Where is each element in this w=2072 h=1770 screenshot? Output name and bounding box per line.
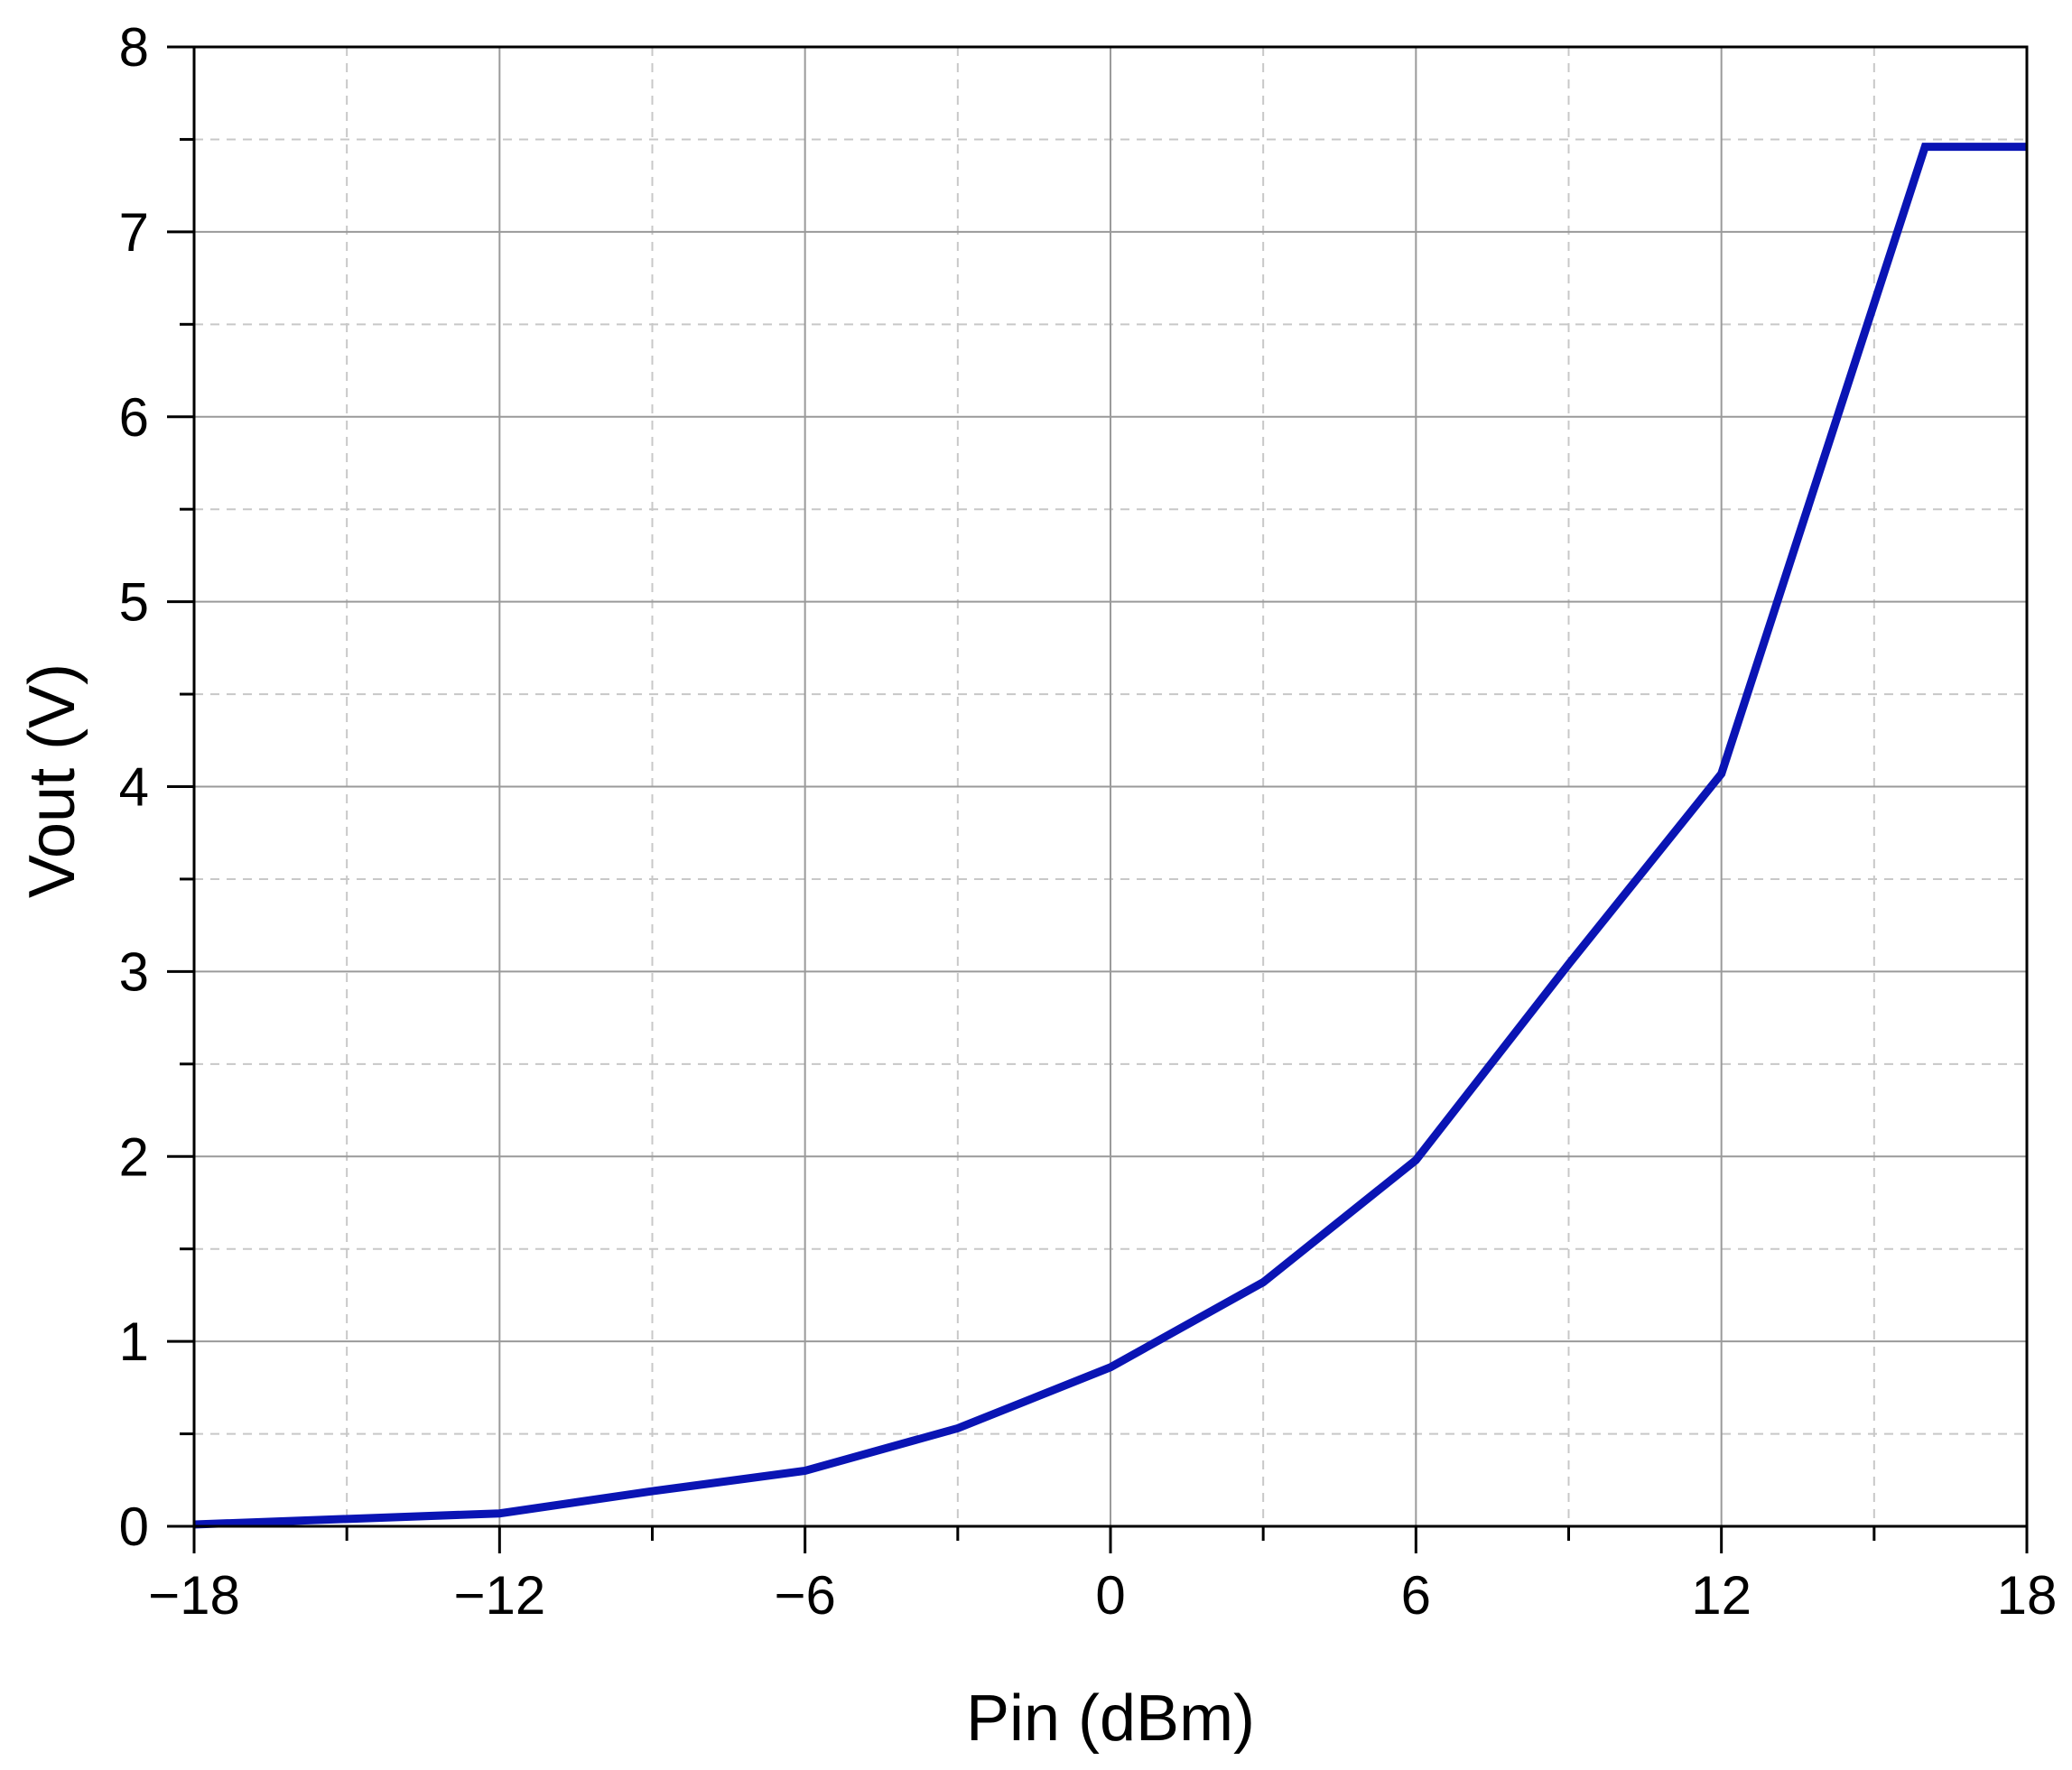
y-tick-label: 4 [119,757,149,818]
y-tick-label: 2 [119,1126,149,1187]
y-tick-label: 8 [119,17,149,78]
y-tick-label: 3 [119,941,149,1002]
x-tick-label: −12 [453,1565,545,1626]
major-grid [194,47,2027,1526]
x-tick-label: 18 [1997,1565,2058,1626]
series-line [193,143,2027,1529]
y-tick-label: 5 [119,572,149,633]
x-tick-label: 0 [1095,1565,1125,1626]
x-tick-label: −18 [148,1565,240,1626]
y-tick-label: 1 [119,1311,149,1372]
x-tick-label: 12 [1691,1565,1751,1626]
axis-ticks [167,45,2029,1553]
y-tick-label: 6 [119,387,149,448]
x-tick-label: −6 [774,1565,835,1626]
y-axis-label: Vout (V) [16,663,88,898]
series-layer [193,143,2027,1529]
x-axis-label: Pin (dBm) [966,1682,1255,1755]
y-tick-label: 0 [119,1497,149,1557]
x-tick-label: 6 [1401,1565,1431,1626]
y-tick-label: 7 [119,202,149,263]
